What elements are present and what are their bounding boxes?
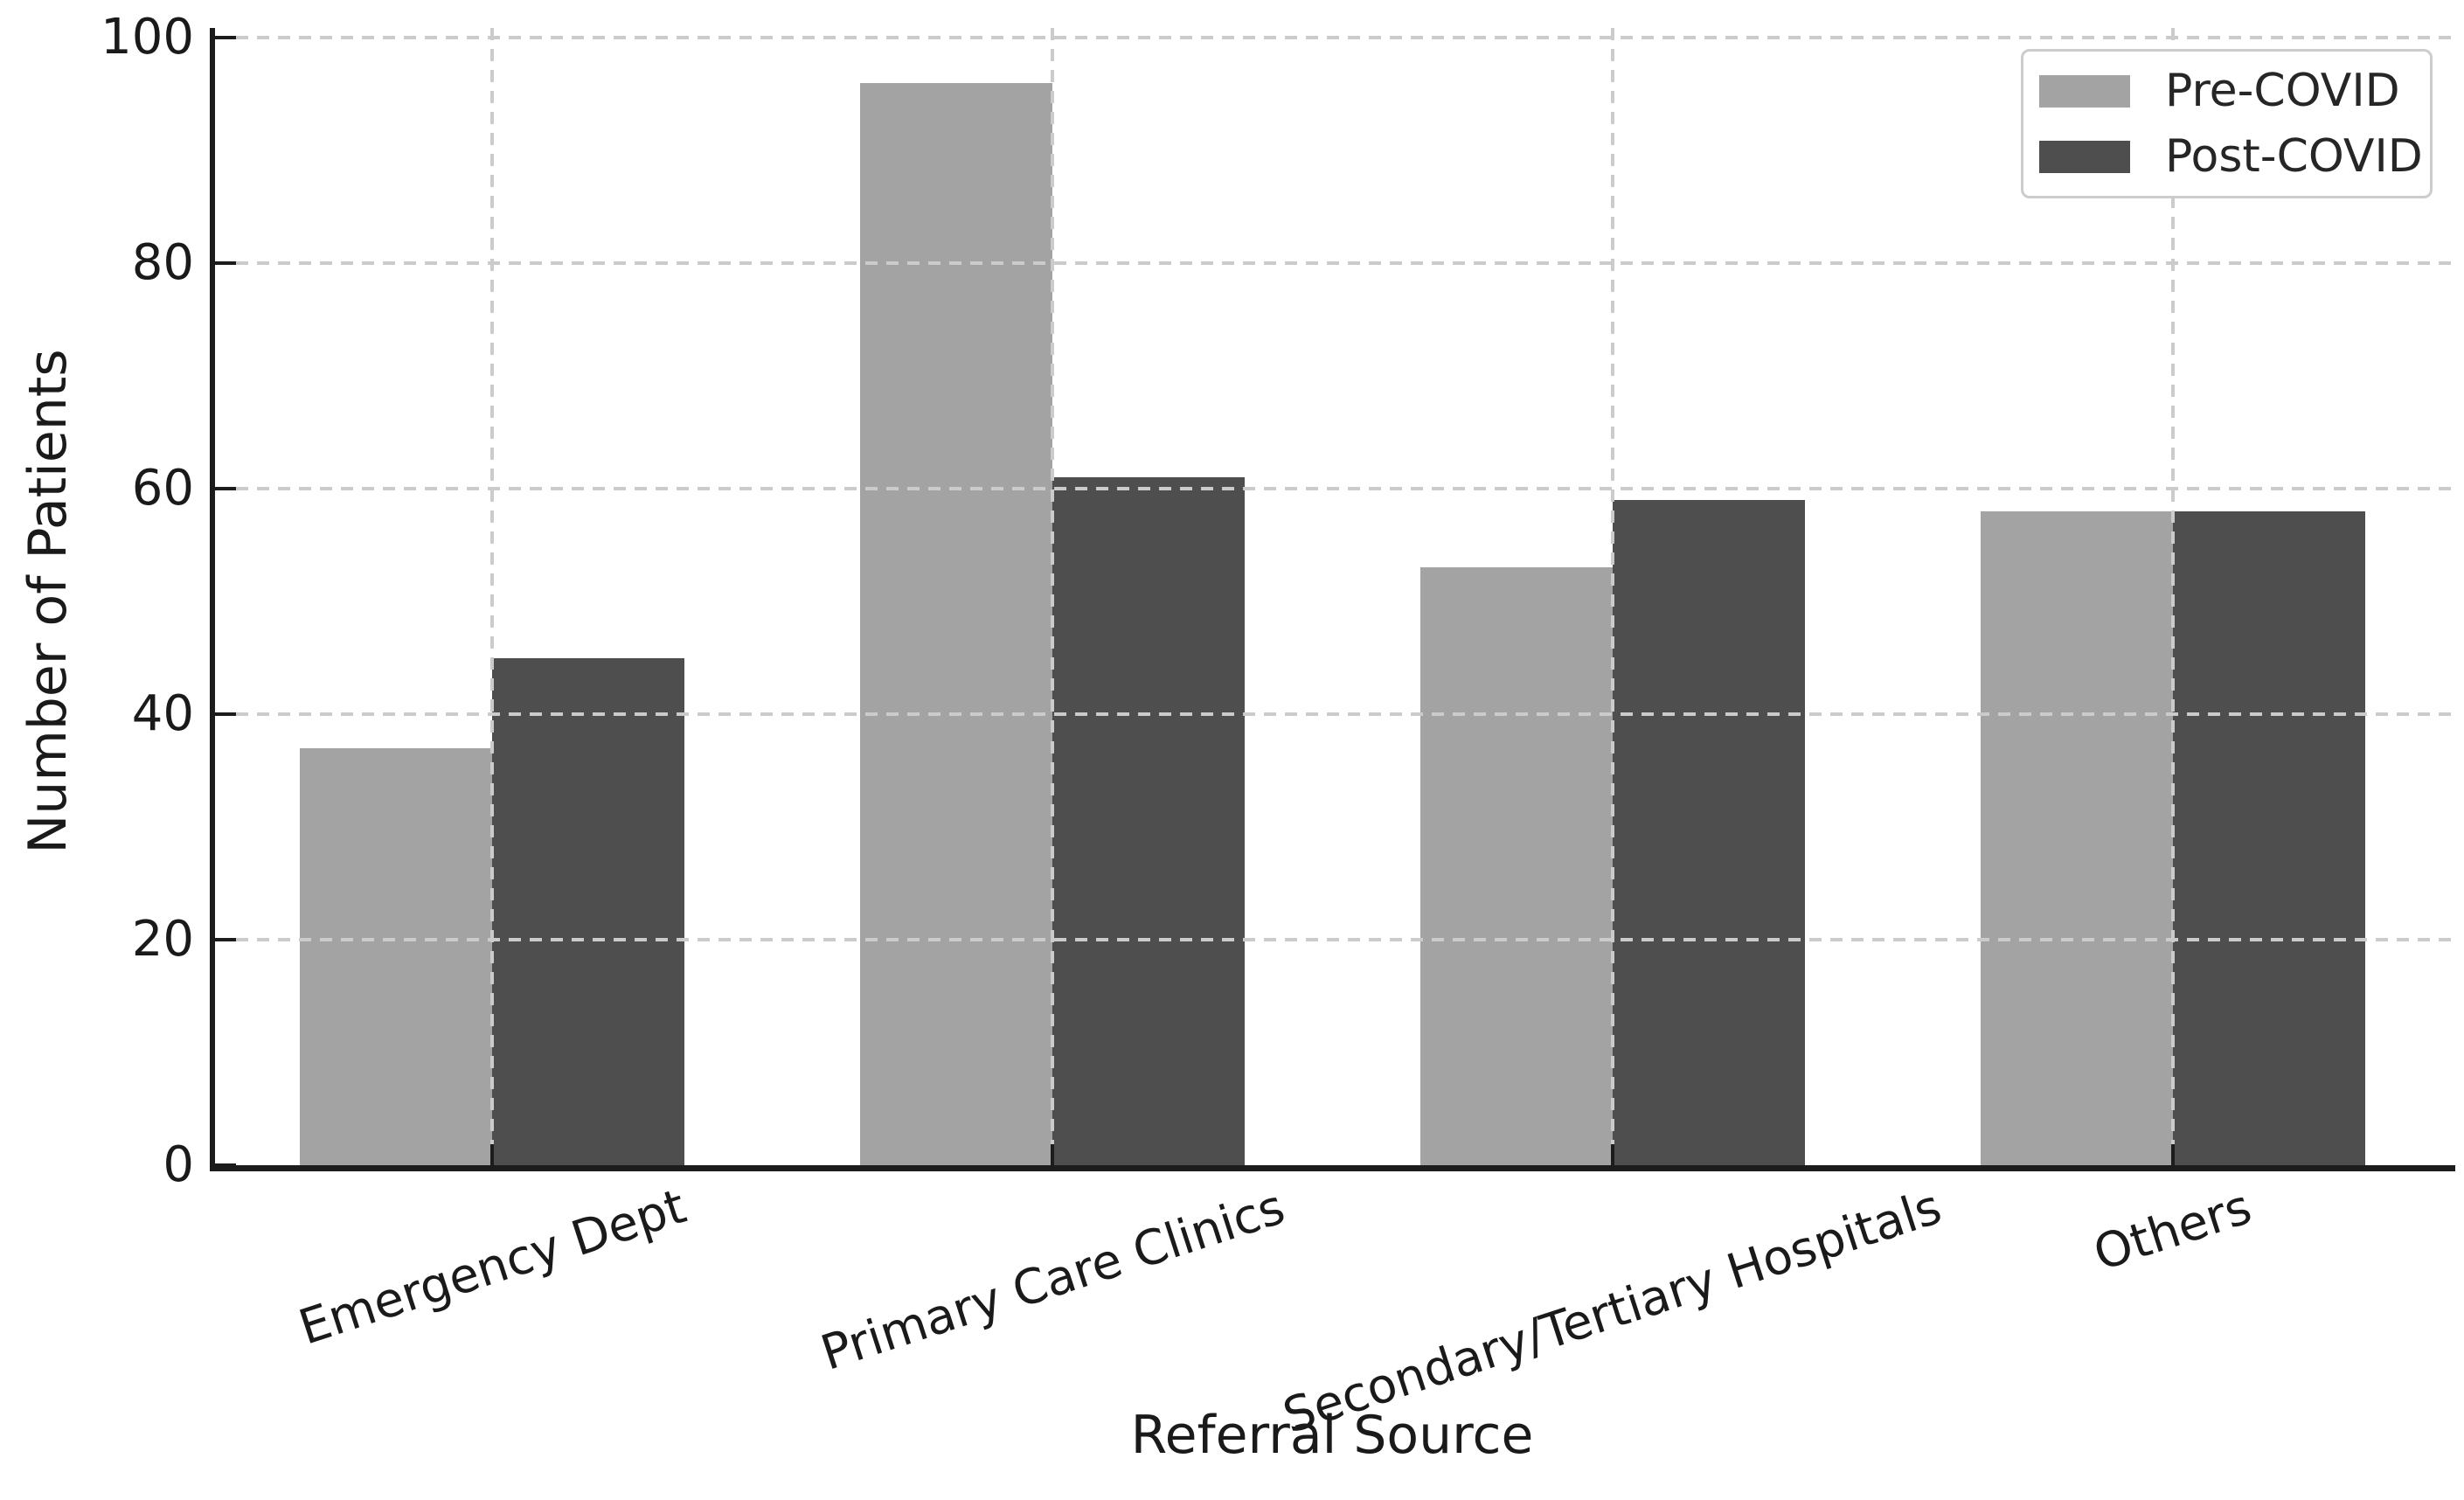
legend-item-pre-covid: Pre-COVID	[2023, 65, 2430, 117]
x-tick-3	[2170, 1144, 2175, 1165]
gridline-y-60	[215, 487, 2453, 490]
y-tick-label-100: 100	[101, 9, 194, 66]
legend: Pre-COVID Post-COVID	[2021, 49, 2433, 198]
x-tick-label-0: Emergency Dept	[292, 1177, 693, 1357]
x-axis-title: Referral Source	[1130, 1405, 1534, 1466]
gridline-y-80	[215, 261, 2453, 265]
y-axis-title: Number of Patients	[17, 349, 79, 854]
bar-post-covid-1	[1052, 477, 1246, 1165]
bar-pre-covid-1	[860, 82, 1053, 1165]
bar-pre-covid-2	[1419, 567, 1613, 1165]
legend-label-pre-covid: Pre-COVID	[2165, 65, 2400, 117]
x-tick-0	[490, 1144, 495, 1165]
legend-label-post-covid: Post-COVID	[2165, 130, 2423, 183]
gridline-x-3	[2170, 28, 2175, 1165]
bar-post-covid-3	[2172, 510, 2365, 1165]
gridline-y-20	[215, 938, 2453, 941]
x-tick-label-3: Others	[2086, 1177, 2259, 1281]
bar-pre-covid-3	[1980, 510, 2173, 1165]
y-tick-label-80: 80	[131, 234, 194, 291]
x-tick-1	[1051, 1144, 1055, 1165]
bar-pre-covid-0	[300, 747, 493, 1165]
gridline-x-1	[1051, 28, 1055, 1165]
y-tick-60	[215, 487, 236, 490]
y-axis-spine	[210, 28, 215, 1171]
gridline-y-100	[215, 36, 2453, 39]
y-tick-label-40: 40	[131, 685, 194, 742]
bar-post-covid-2	[1612, 499, 1805, 1165]
y-tick-80	[215, 261, 236, 265]
legend-swatch-pre-covid	[2039, 74, 2130, 108]
x-axis-spine	[210, 1165, 2455, 1171]
y-tick-100	[215, 36, 236, 39]
legend-item-post-covid: Post-COVID	[2023, 130, 2430, 183]
y-tick-label-0: 0	[163, 1136, 194, 1193]
y-tick-label-60: 60	[131, 460, 194, 517]
x-tick-label-2: Secondary/Tertiary Hospitals	[1276, 1177, 1948, 1444]
gridline-x-0	[490, 28, 495, 1165]
bar-post-covid-0	[492, 657, 685, 1165]
y-tick-40	[215, 712, 236, 716]
x-tick-2	[1610, 1144, 1614, 1165]
gridline-y-40	[215, 712, 2453, 716]
legend-swatch-post-covid	[2039, 140, 2130, 173]
x-tick-label-1: Primary Care Clinics	[814, 1177, 1291, 1381]
y-tick-20	[215, 938, 236, 941]
gridline-x-2	[1610, 28, 1614, 1165]
y-tick-label-20: 20	[131, 911, 194, 968]
